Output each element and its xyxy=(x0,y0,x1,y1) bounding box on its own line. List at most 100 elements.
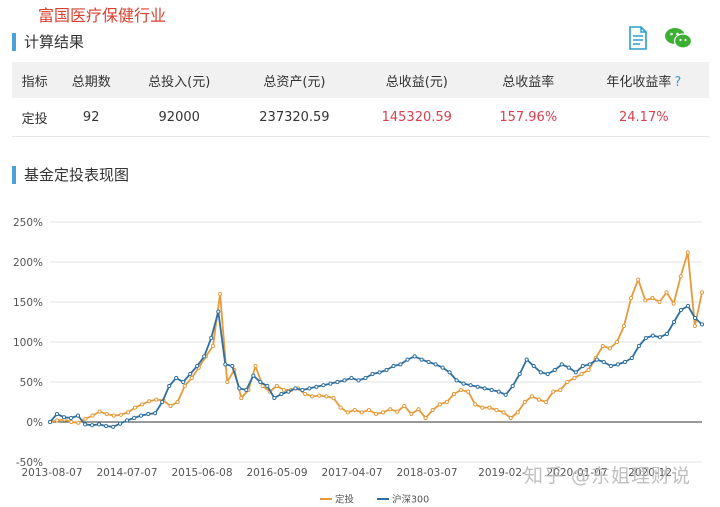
data-point xyxy=(286,389,291,394)
data-point xyxy=(515,410,520,415)
chart-section-title: 基金定投表现图 xyxy=(24,166,130,184)
data-point xyxy=(636,343,642,349)
data-point xyxy=(579,371,584,377)
data-point xyxy=(544,399,549,405)
data-point xyxy=(699,290,705,295)
data-point xyxy=(586,367,591,373)
data-point xyxy=(692,323,698,329)
data-point xyxy=(321,383,326,388)
x-tick-label: 2019-02- xyxy=(478,467,526,479)
data-point xyxy=(473,402,478,407)
section-accent-bar xyxy=(12,165,16,184)
data-point xyxy=(54,411,60,417)
data-point xyxy=(279,391,284,397)
data-point xyxy=(90,423,95,428)
data-point xyxy=(310,394,315,399)
data-point xyxy=(409,411,414,417)
section-accent-bar xyxy=(12,32,16,51)
data-point xyxy=(373,411,379,417)
data-point xyxy=(274,383,279,389)
data-point xyxy=(260,383,265,389)
data-point xyxy=(363,375,368,381)
data-point xyxy=(538,370,543,375)
data-point xyxy=(419,357,424,362)
app-title: 富国医疗保健行业 xyxy=(38,6,167,25)
wechat-icon[interactable] xyxy=(664,26,692,50)
data-point xyxy=(614,339,620,345)
header-annual-return-label: 年化收益率 xyxy=(606,74,672,90)
data-point xyxy=(489,387,494,393)
data-point xyxy=(629,295,634,301)
data-point xyxy=(104,423,109,429)
data-point xyxy=(621,323,627,329)
data-point xyxy=(244,387,249,393)
data-point xyxy=(132,405,138,410)
header-total-profit: 总收益(元) xyxy=(355,62,478,98)
data-point xyxy=(253,363,258,369)
results-header-row: 指标 总期数 总投入(元) 总资产(元) 总收益(元) 总收益率 年化收益率? xyxy=(12,62,709,98)
data-point xyxy=(451,391,457,397)
data-point xyxy=(600,343,605,349)
data-point xyxy=(678,307,684,313)
data-point xyxy=(83,416,88,421)
data-point xyxy=(125,418,130,423)
data-point xyxy=(503,392,508,397)
x-tick-label: 2020-01-07 xyxy=(546,467,607,479)
data-point xyxy=(384,367,389,373)
data-point xyxy=(475,384,480,389)
data-point xyxy=(433,362,438,367)
data-point xyxy=(430,407,435,413)
data-point xyxy=(423,415,428,421)
data-point xyxy=(412,354,417,359)
data-point xyxy=(607,346,613,351)
y-tick-label: 50% xyxy=(20,377,43,389)
document-icon[interactable] xyxy=(628,26,648,50)
data-point xyxy=(405,357,410,362)
header-total-return: 总收益率 xyxy=(477,62,579,98)
header-total-input: 总投入(元) xyxy=(125,62,234,98)
performance-chart: 250% 200% 150% 100% 50% 0% -50%2013-08-07 2014-… xyxy=(13,217,705,506)
data-point xyxy=(664,290,669,295)
data-point xyxy=(153,411,158,416)
table-row: 定投 92 92000 237320.59 145320.59 157.96% … xyxy=(12,98,709,137)
data-point xyxy=(55,418,60,423)
data-point xyxy=(218,291,223,297)
legend-label: 沪深300 xyxy=(392,494,429,506)
data-point xyxy=(132,415,137,421)
x-tick-label: 2020-12- xyxy=(628,467,676,479)
results-section-header: 计算结果 xyxy=(12,31,84,52)
data-point xyxy=(572,375,577,381)
data-point xyxy=(388,407,393,412)
data-point xyxy=(168,403,173,409)
data-point xyxy=(629,355,635,361)
data-point xyxy=(494,407,499,413)
data-point xyxy=(189,375,194,381)
help-icon[interactable]: ? xyxy=(674,74,682,90)
data-point xyxy=(146,411,151,417)
data-point xyxy=(487,405,492,410)
data-point xyxy=(61,415,67,420)
data-point xyxy=(615,362,621,367)
data-point xyxy=(466,389,471,394)
data-point xyxy=(97,422,102,427)
data-point xyxy=(461,381,466,386)
data-point xyxy=(251,373,256,378)
data-point xyxy=(468,383,473,388)
data-point xyxy=(111,413,116,418)
data-point xyxy=(239,395,244,401)
cell-total-return: 157.96% xyxy=(477,98,579,137)
data-point xyxy=(558,387,563,393)
data-point xyxy=(552,367,557,373)
data-point xyxy=(580,363,585,369)
data-point xyxy=(370,371,375,377)
data-point xyxy=(529,394,535,399)
data-point xyxy=(210,343,216,349)
data-point xyxy=(76,420,81,425)
data-point xyxy=(331,395,336,401)
data-point xyxy=(237,386,242,391)
data-point xyxy=(671,319,677,325)
data-point xyxy=(643,335,649,341)
data-point xyxy=(381,410,386,415)
data-point xyxy=(437,402,442,407)
legend-label: 定投 xyxy=(335,494,355,506)
